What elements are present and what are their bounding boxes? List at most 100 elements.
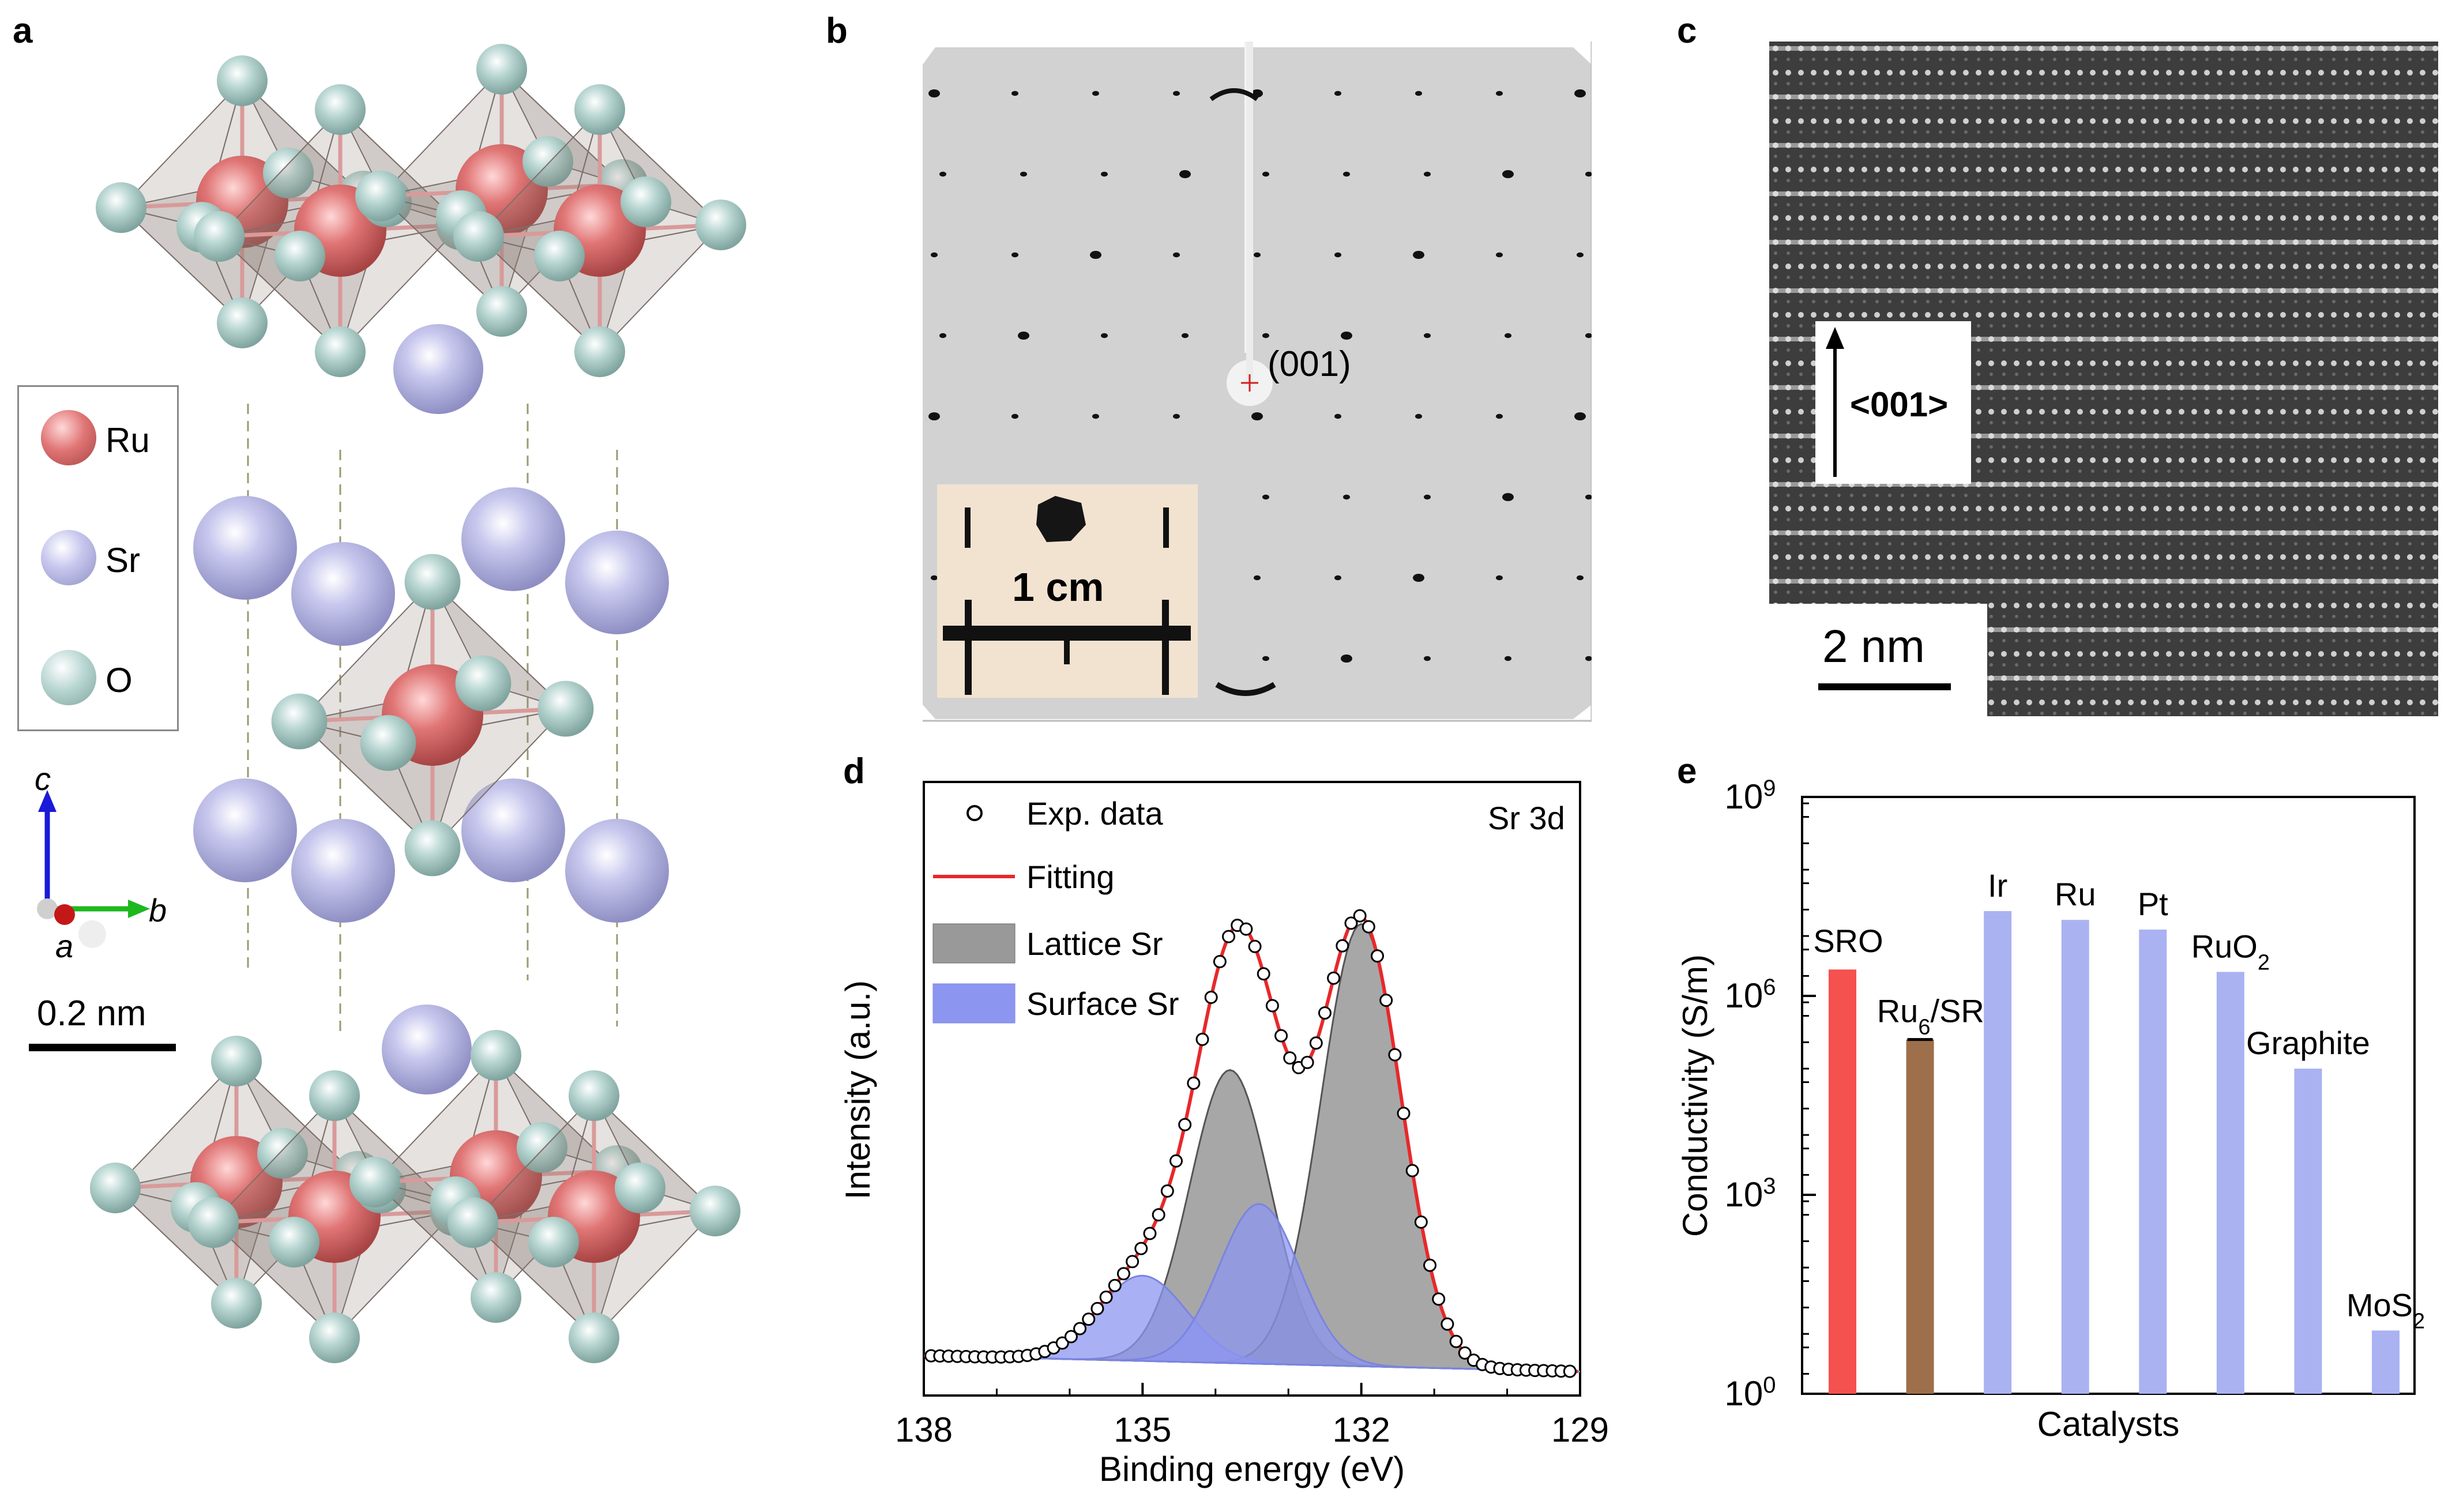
- exp-data-point: [1388, 1048, 1402, 1062]
- o-atom: [528, 1217, 579, 1267]
- exp-data-point: [1090, 1302, 1104, 1315]
- diffraction-spot: [1577, 575, 1584, 581]
- exp-data-point: [1370, 949, 1384, 963]
- legend-lattice-swatch: [932, 923, 1016, 964]
- exp-data-point: [1257, 967, 1270, 981]
- scale-bar-a: [29, 1044, 176, 1051]
- exp-data-point: [1134, 1242, 1148, 1255]
- conductivity-bar: [2372, 1330, 2400, 1394]
- diffraction-spot: [931, 575, 938, 581]
- o-atom: [695, 200, 746, 250]
- atom-legend: Ru Sr O: [17, 385, 179, 731]
- bar-label: Ru: [2055, 876, 2096, 912]
- diffraction-spot: [1574, 412, 1586, 420]
- o-atom: [620, 176, 671, 227]
- exp-data-point: [1405, 1164, 1419, 1178]
- diffraction-spot: [928, 89, 940, 97]
- exp-data-point: [1362, 920, 1375, 934]
- diffraction-spot: [1173, 413, 1180, 419]
- atomic-row: [1769, 434, 2438, 438]
- inset-scale-label: 1 cm: [1012, 565, 1104, 610]
- legend-o-label: O: [106, 661, 133, 699]
- axis-a-label: a: [55, 928, 73, 963]
- exp-data-point: [1064, 1330, 1078, 1344]
- atomic-row: [1769, 482, 2438, 487]
- o-atom: [315, 84, 366, 135]
- diffraction-spot: [1341, 655, 1352, 663]
- diffraction-spot: [1585, 333, 1592, 338]
- conductivity-bar: [2061, 920, 2089, 1394]
- diffraction-spot: [1334, 252, 1341, 258]
- atomic-row: [1769, 627, 2438, 632]
- diffraction-spot: [1502, 493, 1514, 501]
- o-atom: [263, 148, 314, 198]
- bar-label: SRO: [1813, 923, 1883, 959]
- panel-label-d: d: [843, 751, 865, 791]
- octahedron-face: [599, 109, 721, 225]
- o-atom: [194, 211, 245, 262]
- ruler-graphic: [943, 496, 1191, 695]
- diffraction-spot: [1101, 333, 1108, 338]
- diffraction-spot: [1343, 494, 1350, 500]
- bar-label: Ir: [1988, 867, 2007, 904]
- o-atom: [315, 326, 366, 377]
- atomic-row: [1769, 676, 2438, 680]
- diffraction-spot: [1262, 494, 1269, 500]
- bar-label: MoS2: [2346, 1287, 2425, 1333]
- o-atom: [360, 715, 416, 771]
- exp-data-point: [1353, 909, 1367, 923]
- diffraction-spot: [1424, 656, 1431, 661]
- axis-c-label: c: [35, 767, 51, 797]
- exp-data-point: [1563, 1364, 1577, 1378]
- fit-component: [923, 1203, 1581, 1372]
- o-atom: [453, 211, 504, 262]
- o-atom: [569, 1312, 619, 1363]
- legend-ru-label: Ru: [106, 421, 150, 460]
- exp-data-point: [1055, 1336, 1069, 1350]
- conductivity-bar: [1829, 969, 1856, 1394]
- bar-label: Graphite: [2246, 1025, 2370, 1061]
- diffraction-spot: [1505, 656, 1511, 661]
- o-atom: [404, 554, 461, 610]
- exp-data-point: [1344, 916, 1358, 930]
- o-atom: [517, 1122, 567, 1173]
- octahedron-face: [593, 1095, 716, 1212]
- diffraction-spot: [1254, 252, 1261, 258]
- atomic-row: [1769, 531, 2438, 535]
- scale-bar-a-label: 0.2 nm: [37, 994, 146, 1033]
- o-atom: [471, 1272, 521, 1323]
- diffraction-spot: [1090, 251, 1101, 259]
- sr-atom: [291, 819, 395, 923]
- o-atom: [615, 1163, 665, 1213]
- o-atom: [90, 1163, 141, 1213]
- exp-data-point: [1099, 1291, 1113, 1304]
- o-atom: [188, 1197, 239, 1248]
- diffraction-spot: [1018, 332, 1029, 340]
- diffraction-spot: [1496, 91, 1503, 96]
- legend-exp-label: Exp. data: [1026, 795, 1163, 832]
- exp-data-point: [1143, 1227, 1157, 1240]
- axis-triad: c b a: [35, 767, 167, 963]
- diffraction-spot: [1341, 332, 1352, 340]
- exp-data-point: [1126, 1255, 1139, 1269]
- o-atom: [271, 693, 328, 750]
- exp-data-point: [1423, 1258, 1437, 1272]
- exp-data-point: [1274, 1029, 1288, 1043]
- sr-atom: [565, 819, 669, 923]
- diffraction-spot: [1496, 252, 1503, 258]
- octahedron-face: [432, 581, 566, 709]
- diffraction-spot: [1343, 171, 1350, 177]
- diffraction-spot: [1101, 171, 1108, 177]
- exp-data-point: [1458, 1346, 1472, 1360]
- exp-data-point: [1204, 990, 1218, 1004]
- exp-data-point: [1082, 1312, 1096, 1326]
- atomic-row: [1769, 95, 2438, 99]
- diffraction-spot: [1415, 91, 1422, 96]
- o-atom: [447, 1197, 498, 1248]
- exp-data-point: [1283, 1051, 1297, 1065]
- octahedron-face: [236, 1060, 358, 1177]
- atomic-row: [1769, 240, 2438, 245]
- exp-data-point: [1327, 971, 1341, 985]
- conductivity-bar: [1906, 1039, 1934, 1394]
